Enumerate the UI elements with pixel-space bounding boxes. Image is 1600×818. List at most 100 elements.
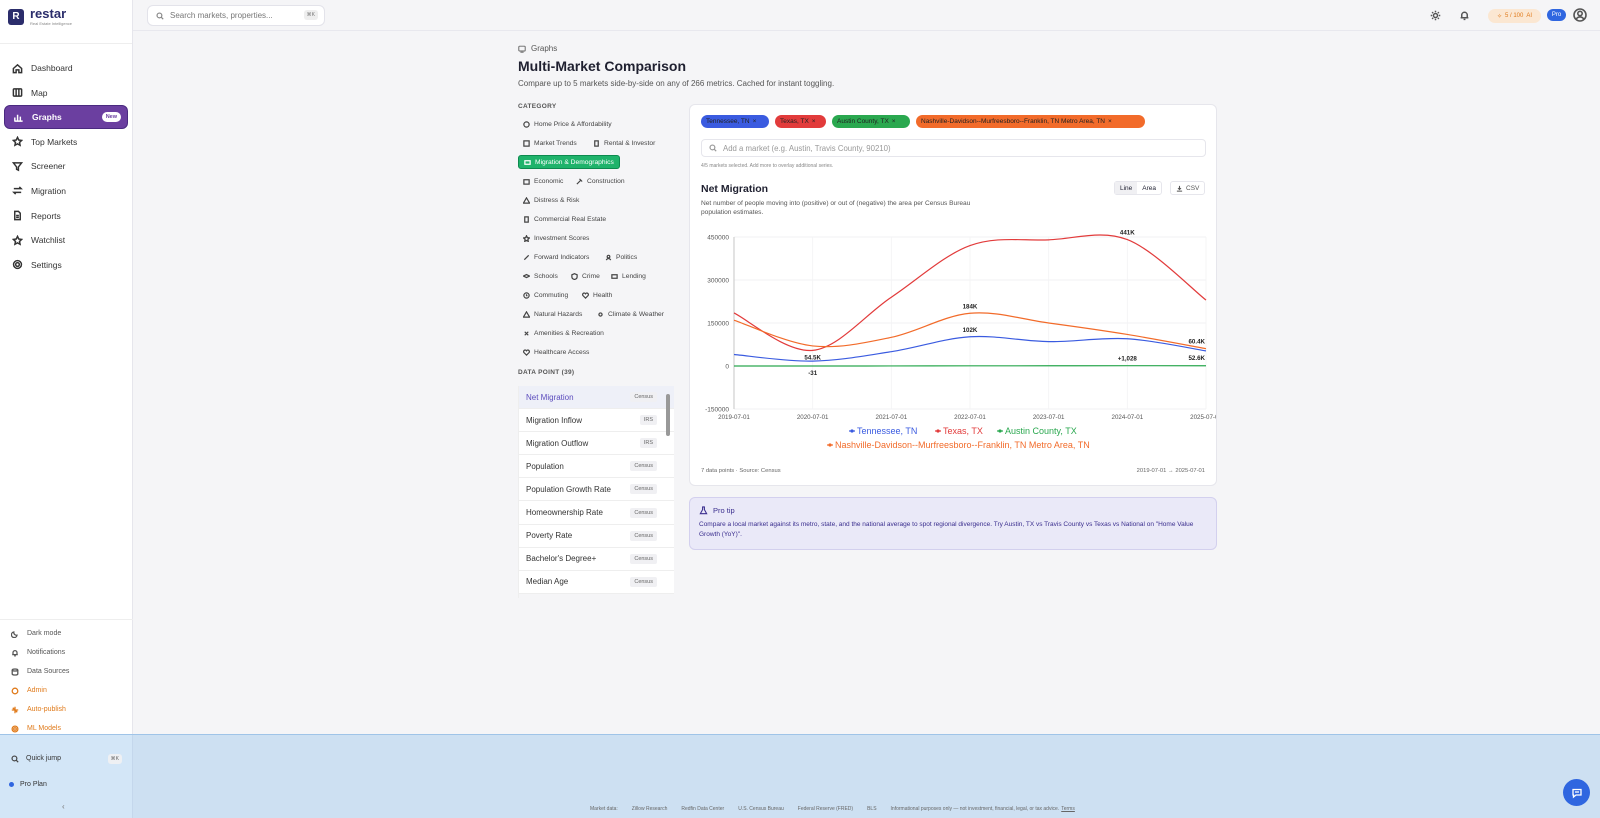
download-icon <box>1176 185 1183 192</box>
data-label: 184K <box>963 303 978 310</box>
database-icon <box>11 667 19 676</box>
quick-jump-button[interactable]: Quick jump ⌘K <box>0 749 133 768</box>
add-market-placeholder: Add a market (e.g. Austin, Travis County… <box>723 143 891 153</box>
warning-icon <box>523 196 530 204</box>
datapoint-item[interactable]: Median Age Census <box>519 570 674 594</box>
sun-icon[interactable] <box>1430 10 1441 21</box>
datapoint-item[interactable]: Poverty Rate Census <box>519 524 674 548</box>
sidebar-item-screener[interactable]: Screener <box>4 154 128 178</box>
footer-item[interactable]: Zillow Research <box>631 806 668 812</box>
pro-plan-indicator[interactable]: Pro Plan <box>0 775 133 794</box>
sidebar-item-migration[interactable]: Migration <box>4 179 128 203</box>
pro-tip-header: Pro tip <box>699 506 1207 515</box>
category-economic[interactable]: Economic <box>518 174 568 188</box>
category-investment-scores[interactable]: Investment Scores <box>518 231 594 245</box>
category-label: Schools <box>534 272 558 280</box>
y-tick-label: 0 <box>725 364 729 371</box>
market-chip-tennessee[interactable]: Tennessee, TN × <box>701 115 769 128</box>
terms-link[interactable]: Terms <box>1061 806 1075 812</box>
plan-badge: Pro <box>1547 9 1566 21</box>
pro-plan-label: Pro Plan <box>20 781 47 788</box>
series-line <box>733 234 1207 351</box>
sidebar-nav: Dashboard Map Graphs New Top Markets Scr… <box>0 43 132 277</box>
category-politics[interactable]: Politics <box>600 250 642 264</box>
chat-button[interactable] <box>1563 779 1590 806</box>
close-icon[interactable]: × <box>752 118 757 125</box>
ml-models-link[interactable]: ML Models <box>0 719 133 738</box>
category-commercial-real-estate[interactable]: Commercial Real Estate <box>518 212 611 226</box>
datapoint-item[interactable]: Population Census <box>519 455 674 479</box>
briefcase-icon <box>523 178 530 185</box>
source-tag: Census <box>630 461 657 472</box>
line-toggle[interactable]: Line <box>1115 182 1138 194</box>
market-chip-label: Tennessee, TN <box>706 118 750 125</box>
sidebar-item-map[interactable]: Map <box>4 81 128 105</box>
category-crime[interactable]: Crime <box>566 269 605 283</box>
sidebar-item-dashboard[interactable]: Dashboard <box>4 56 128 80</box>
market-chip-austin-county[interactable]: Austin County, TX × <box>832 115 910 128</box>
data-sources-link[interactable]: Data Sources <box>0 662 133 681</box>
category-natural-hazards[interactable]: Natural Hazards <box>518 307 587 321</box>
datapoint-item[interactable]: Population Growth Rate Census <box>519 478 674 502</box>
close-icon[interactable]: × <box>891 118 896 125</box>
category-migration-demographics[interactable]: Migration & Demographics <box>518 155 620 169</box>
sidebar-item-graphs[interactable]: Graphs New <box>4 105 128 130</box>
category-amenities-recreation[interactable]: Amenities & Recreation <box>518 326 609 340</box>
data-label: 52.6K <box>1188 355 1205 362</box>
sidebar-item-settings[interactable]: Settings <box>4 253 128 277</box>
add-market-input[interactable]: Add a market (e.g. Austin, Travis County… <box>701 139 1206 157</box>
close-icon[interactable]: × <box>811 118 816 125</box>
gear-icon <box>12 260 23 270</box>
sidebar-item-reports[interactable]: Reports <box>4 204 128 228</box>
datapoint-item[interactable]: Bachelor's Degree+ Census <box>519 547 674 571</box>
category-forward-indicators[interactable]: Forward Indicators <box>518 250 594 264</box>
sidebar-item-top-markets[interactable]: Top Markets <box>4 130 128 154</box>
bell-icon[interactable] <box>1459 10 1470 21</box>
notifications-link[interactable]: Notifications <box>0 643 133 662</box>
category-climate-weather[interactable]: Climate & Weather <box>592 307 669 321</box>
datapoint-item[interactable]: Migration Outflow IRS <box>519 432 674 456</box>
area-toggle[interactable]: Area <box>1142 184 1157 192</box>
category-rental-investor[interactable]: Rental & Investor <box>588 136 660 150</box>
category-healthcare-access[interactable]: Healthcare Access <box>518 345 594 359</box>
new-badge: New <box>101 112 121 123</box>
datapoint-scrollbar[interactable] <box>666 394 670 436</box>
category-market-trends[interactable]: Market Trends <box>518 136 582 150</box>
admin-label: Admin <box>27 687 47 694</box>
footer-item[interactable]: Federal Reserve (FRED) <box>797 806 854 812</box>
category-distress-risk[interactable]: Distress & Risk <box>518 193 584 207</box>
category-lending[interactable]: Lending <box>606 269 651 283</box>
sidebar-item-label: Settings <box>31 259 62 270</box>
ai-credits-badge[interactable]: ✧ 5 / 100 AI <box>1488 9 1541 23</box>
datapoint-item[interactable]: Migration Inflow IRS <box>519 409 674 433</box>
x-tick-label: 2022-07-01 <box>954 414 986 421</box>
category-commuting[interactable]: Commuting <box>518 288 573 302</box>
footer-item[interactable]: U.S. Census Bureau <box>738 806 784 812</box>
collapse-sidebar-button[interactable]: ‹ <box>62 802 65 811</box>
datapoint-item[interactable]: Net Migration Census <box>519 386 674 410</box>
category-construction[interactable]: Construction <box>571 174 630 188</box>
datapoint-item[interactable]: Homeownership Rate Census <box>519 501 674 525</box>
footer-item[interactable]: Redfin Data Center <box>681 806 725 812</box>
market-chip-nashville[interactable]: Nashville-Davidson--Murfreesboro--Frankl… <box>916 115 1145 128</box>
market-chip-texas[interactable]: Texas, TX × <box>775 115 826 128</box>
global-search-input[interactable]: Search markets, properties... ⌘K <box>147 5 325 26</box>
category-home-price[interactable]: Home Price & Affordability <box>518 117 617 131</box>
sidebar-item-watchlist[interactable]: Watchlist <box>4 228 128 252</box>
category-schools[interactable]: Schools <box>518 269 563 283</box>
moon-icon <box>11 630 18 638</box>
category-health[interactable]: Health <box>577 288 617 302</box>
tree-icon <box>524 330 529 336</box>
csv-download-button[interactable]: CSV <box>1170 181 1206 195</box>
admin-link[interactable]: Admin <box>0 681 133 700</box>
close-icon[interactable]: × <box>1107 118 1112 125</box>
user-avatar-icon[interactable] <box>1573 8 1587 22</box>
footer-item[interactable]: BLS <box>867 806 877 812</box>
datapoint-list[interactable]: Net Migration Census Migration Inflow IRS … <box>518 386 674 598</box>
pro-tip-title: Pro tip <box>713 506 735 515</box>
logo[interactable]: R restar Real Estate Intelligence <box>0 0 132 33</box>
dark-mode-toggle[interactable]: Dark mode <box>0 624 133 643</box>
people-icon <box>605 254 612 260</box>
auto-publish-link[interactable]: Auto-publish <box>0 700 133 719</box>
data-label: 102K <box>963 327 978 334</box>
